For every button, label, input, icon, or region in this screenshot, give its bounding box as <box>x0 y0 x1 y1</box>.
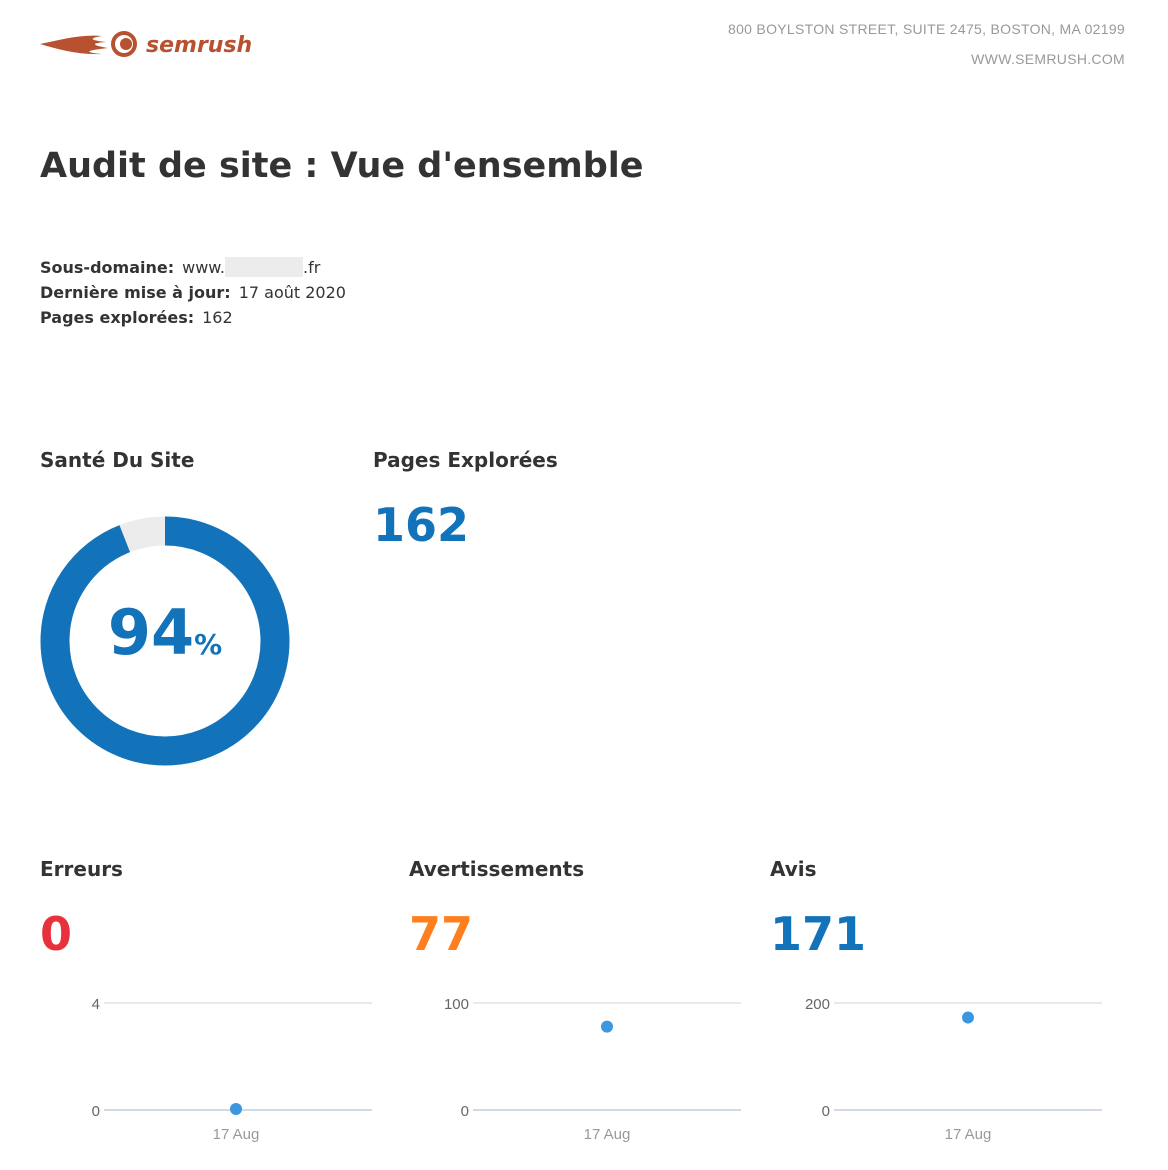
svg-text:semrush: semrush <box>146 33 252 58</box>
company-website[interactable]: WWW.SEMRUSH.COM <box>971 51 1125 67</box>
semrush-logo: semrush <box>40 28 290 64</box>
health-value: 94% <box>40 596 290 669</box>
pages-value: 162 <box>202 308 233 327</box>
updated-label: Dernière mise à jour: <box>40 283 231 302</box>
y-tick-label: 0 <box>92 1103 100 1120</box>
warnings-heading: Avertissements <box>409 857 585 881</box>
data-point <box>962 1011 974 1024</box>
data-point <box>230 1103 242 1115</box>
x-tick-label: 17 Aug <box>213 1126 260 1143</box>
crawled-value: 162 <box>373 498 470 552</box>
subdomain-label: Sous-domaine: <box>40 258 175 277</box>
data-point <box>601 1020 613 1033</box>
crawled-heading: Pages Explorées <box>373 448 558 472</box>
redacted-domain <box>224 257 303 277</box>
updated-value: 17 août 2020 <box>238 283 346 302</box>
pages-label: Pages explorées: <box>40 308 195 327</box>
subdomain-row: Sous-domaine: www. .fr <box>40 257 320 277</box>
notices-heading: Avis <box>770 857 817 881</box>
y-tick-label: 0 <box>461 1103 469 1120</box>
errors-value: 0 <box>40 907 73 961</box>
y-tick-label: 0 <box>822 1103 830 1120</box>
health-number: 94 <box>107 596 195 669</box>
subdomain-prefix: www. <box>182 258 225 277</box>
notices-value: 171 <box>770 907 867 961</box>
warnings-value: 77 <box>409 907 474 961</box>
company-address: 800 BOYLSTON STREET, SUITE 2475, BOSTON,… <box>727 21 1125 37</box>
health-heading: Santé Du Site <box>40 448 195 472</box>
x-tick-label: 17 Aug <box>945 1126 992 1143</box>
y-tick-label: 200 <box>805 996 830 1013</box>
y-tick-label: 100 <box>444 996 469 1013</box>
x-tick-label: 17 Aug <box>584 1126 631 1143</box>
subdomain-suffix: .fr <box>302 258 321 277</box>
donut-fill <box>40 516 290 766</box>
page-title: Audit de site : Vue d'ensemble <box>40 146 644 186</box>
errors-heading: Erreurs <box>40 857 123 881</box>
health-unit: % <box>194 628 223 661</box>
pages-row: Pages explorées: 162 <box>40 308 233 327</box>
y-tick-label: 4 <box>92 996 100 1013</box>
health-donut <box>40 516 290 766</box>
updated-row: Dernière mise à jour: 17 août 2020 <box>40 283 346 302</box>
